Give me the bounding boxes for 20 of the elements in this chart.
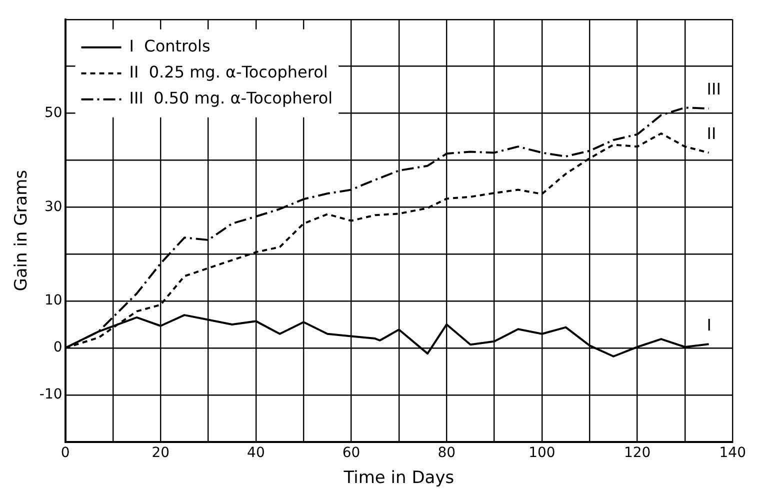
x-axis-title: Time in Days (342, 468, 454, 488)
x-tick-label: 100 (528, 444, 556, 461)
x-tick-label: 40 (247, 444, 265, 461)
legend-label: II 0.25 mg. α-Tocopherol (129, 62, 328, 82)
x-tick-label: 80 (438, 444, 456, 461)
legend-label: III 0.50 mg. α-Tocopherol (129, 88, 333, 108)
x-tick-label: 60 (342, 444, 360, 461)
y-tick-label: 50 (44, 104, 62, 121)
annotation: III (706, 80, 721, 99)
y-tick-label: 30 (44, 198, 62, 215)
x-tick-label: 20 (152, 444, 170, 461)
y-tick-label: 10 (44, 292, 62, 309)
legend-label: I Controls (129, 36, 210, 56)
annotation: I (706, 315, 712, 334)
x-tick-label: 120 (624, 444, 651, 461)
y-axis-title: Gain in Grams (12, 170, 32, 292)
annotation: II (706, 124, 716, 143)
y-tick-label: -10 (39, 386, 62, 403)
y-tick-label: 0 (53, 340, 62, 356)
x-tick-label: 140 (719, 444, 746, 461)
